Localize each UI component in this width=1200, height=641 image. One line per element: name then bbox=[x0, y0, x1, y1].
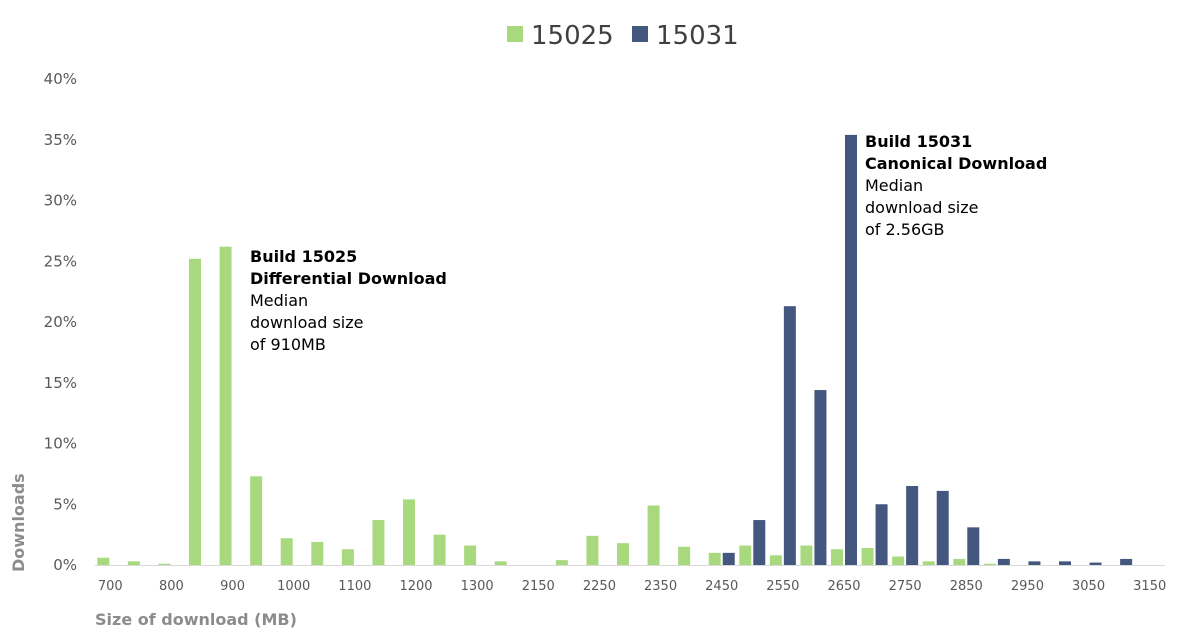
x-tick-label: 1300 bbox=[461, 579, 494, 594]
bar-15031 bbox=[1028, 561, 1041, 565]
bar-15025 bbox=[280, 538, 293, 565]
x-tick-label: 3150 bbox=[1133, 579, 1166, 594]
bar-15025 bbox=[892, 556, 905, 565]
annotation-15031-title-line-2: Canonical Download bbox=[865, 154, 1047, 173]
bar-15031 bbox=[722, 552, 735, 565]
x-tick-label: 2550 bbox=[766, 579, 799, 594]
bar-15031 bbox=[845, 134, 857, 565]
x-tick-label: 2850 bbox=[950, 579, 983, 594]
bar-15025 bbox=[189, 258, 201, 565]
x-tick-label: 1200 bbox=[399, 579, 432, 594]
bar-15025 bbox=[831, 549, 843, 565]
bar-15025 bbox=[127, 561, 140, 565]
legend-swatch-15025 bbox=[507, 26, 523, 42]
bar-15025 bbox=[739, 545, 752, 565]
annotation-15031-title-line-1: Build 15031 bbox=[865, 132, 972, 151]
legend: 15025 15031 bbox=[507, 21, 739, 51]
legend-label-15031: 15031 bbox=[656, 21, 739, 51]
bar-15025 bbox=[586, 535, 599, 565]
bar-15025 bbox=[403, 499, 415, 565]
bar-15025 bbox=[464, 545, 477, 565]
bars bbox=[97, 134, 1133, 566]
y-axis-ticks: 0% 5% 10% 15% 20% 25% 30% 35% 40% bbox=[44, 70, 77, 574]
annotation-15025-title-line-1: Build 15025 bbox=[250, 247, 357, 266]
x-tick-label: 1000 bbox=[277, 579, 310, 594]
bar-15025 bbox=[769, 555, 782, 565]
y-tick-label: 35% bbox=[44, 131, 77, 149]
bar-15025 bbox=[97, 557, 110, 565]
x-tick-label: 2750 bbox=[889, 579, 922, 594]
annotation-15031-body-line-2: download size bbox=[865, 198, 978, 217]
bar-15025 bbox=[311, 541, 324, 565]
bar-15025 bbox=[433, 534, 446, 565]
bar-15031 bbox=[906, 486, 919, 565]
annotation-15025-body-line-2: download size bbox=[250, 313, 363, 332]
x-tick-label: 800 bbox=[159, 579, 184, 594]
bar-15025 bbox=[158, 563, 171, 565]
annotation-15031-body-line-3: of 2.56GB bbox=[865, 220, 945, 239]
x-tick-label: 2150 bbox=[522, 579, 555, 594]
annotation-15025-body-line-1: Median bbox=[250, 291, 308, 310]
bar-15025 bbox=[494, 561, 507, 565]
y-tick-label: 20% bbox=[44, 313, 77, 331]
y-tick-label: 30% bbox=[44, 192, 77, 210]
bar-15025 bbox=[678, 546, 691, 565]
y-tick-label: 15% bbox=[44, 374, 77, 392]
bar-15025 bbox=[647, 505, 660, 565]
bar-15031 bbox=[753, 520, 766, 565]
y-tick-label: 25% bbox=[44, 252, 77, 270]
bar-15031 bbox=[997, 558, 1010, 565]
legend-label-15025: 15025 bbox=[531, 21, 614, 51]
bar-15031 bbox=[1059, 561, 1071, 565]
x-tick-label: 2250 bbox=[583, 579, 616, 594]
bar-15025 bbox=[219, 246, 232, 566]
bar-15031 bbox=[1120, 558, 1133, 565]
bar-15031 bbox=[967, 527, 980, 565]
x-tick-label: 700 bbox=[98, 579, 123, 594]
bar-15031 bbox=[936, 490, 949, 565]
bar-15025 bbox=[341, 549, 354, 565]
y-tick-label: 5% bbox=[53, 495, 77, 513]
y-tick-label: 0% bbox=[53, 556, 77, 574]
y-tick-label: 40% bbox=[44, 70, 77, 88]
x-tick-label: 2950 bbox=[1011, 579, 1044, 594]
bar-15031 bbox=[1089, 562, 1102, 565]
bar-15025 bbox=[250, 476, 263, 565]
y-axis-title: Downloads bbox=[9, 473, 28, 572]
legend-swatch-15031 bbox=[632, 26, 648, 42]
bar-15025 bbox=[983, 563, 996, 565]
x-axis-title: Size of download (MB) bbox=[95, 610, 297, 629]
x-axis-ticks: 700 800 900 1000 1100 1200 1300 2150 2250 2350 245… bbox=[98, 579, 1166, 594]
bar-15025 bbox=[922, 561, 935, 565]
bar-15025 bbox=[617, 543, 629, 565]
annotation-15025-title-line-2: Differential Download bbox=[250, 269, 447, 288]
x-tick-label: 2650 bbox=[827, 579, 860, 594]
bar-15025 bbox=[800, 545, 813, 565]
y-tick-label: 10% bbox=[44, 435, 77, 453]
x-tick-label: 2450 bbox=[705, 579, 738, 594]
x-tick-label: 900 bbox=[220, 579, 245, 594]
x-tick-label: 1100 bbox=[338, 579, 371, 594]
bar-15025 bbox=[953, 558, 966, 565]
bar-15025 bbox=[708, 552, 721, 565]
bar-15031 bbox=[783, 306, 796, 565]
annotation-15031-body-line-1: Median bbox=[865, 176, 923, 195]
annotation-15025-body-line-3: of 910MB bbox=[250, 335, 326, 354]
annotation-15031: Build 15031 Canonical Download Median do… bbox=[865, 132, 1047, 239]
bar-15025 bbox=[861, 547, 874, 565]
bar-15031 bbox=[814, 390, 827, 565]
bar-15031 bbox=[875, 504, 888, 565]
annotation-15025: Build 15025 Differential Download Median… bbox=[250, 247, 447, 354]
bar-15025 bbox=[555, 560, 568, 565]
x-tick-label: 3050 bbox=[1072, 579, 1105, 594]
bar-15025 bbox=[372, 520, 385, 565]
x-tick-label: 2350 bbox=[644, 579, 677, 594]
